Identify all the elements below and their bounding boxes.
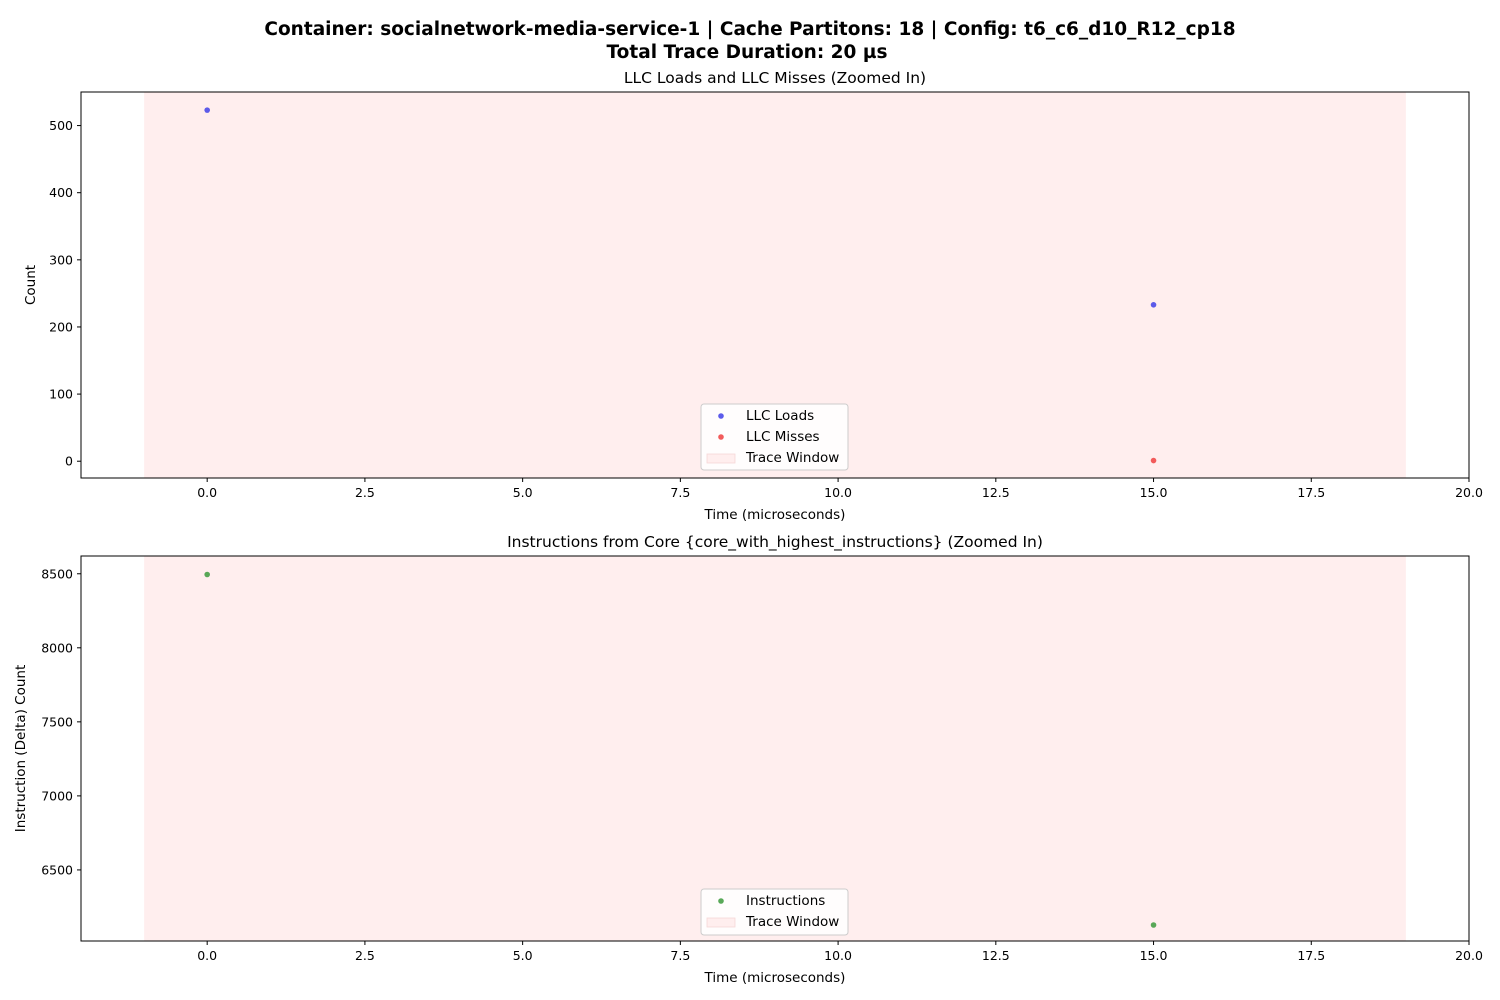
x-tick-label: 7.5 <box>670 485 690 500</box>
llc-misses-point-0 <box>1150 457 1157 464</box>
legend: LLC Loads LLC Misses Trace Window <box>700 403 849 471</box>
trace-window-legend-swatch <box>706 453 736 464</box>
x-tick-label: 12.5 <box>982 948 1010 963</box>
y-tick-label: 100 <box>49 387 73 402</box>
trace-window-legend-label: Trace Window <box>745 450 839 466</box>
y-tick-label: 8000 <box>41 640 73 655</box>
x-tick-label: 10.0 <box>824 485 852 500</box>
legend-box <box>700 888 849 936</box>
instructions-legend-label: Instructions <box>746 893 825 909</box>
y-tick-label: 300 <box>49 252 73 267</box>
llc-misses-legend-marker <box>718 434 724 440</box>
figure-title-line-2: Total Trace Duration: 20 µs <box>607 42 888 63</box>
x-tick-label: 20.0 <box>1455 948 1483 963</box>
axes-frame <box>80 91 1470 479</box>
trace-window-legend-label: Trace Window <box>745 914 839 930</box>
y-axis-label: Instruction (Delta) Count <box>13 665 29 832</box>
llc-misses-legend-label: LLC Misses <box>746 429 820 445</box>
legend-box <box>700 403 849 471</box>
panel-title: Instructions from Core {core_with_highes… <box>507 533 1043 552</box>
x-tick-label: 2.5 <box>355 948 375 963</box>
y-axis-label: Count <box>23 265 39 305</box>
y-tick-label: 8500 <box>41 566 73 581</box>
x-tick-label: 0.0 <box>197 485 217 500</box>
trace-window-legend-swatch <box>706 917 736 928</box>
x-tick-label: 20.0 <box>1455 485 1483 500</box>
llc-loads-point-0 <box>204 107 210 113</box>
x-tick-label: 2.5 <box>355 485 375 500</box>
x-tick-label: 17.5 <box>1297 948 1325 963</box>
x-axis-label: Time (microseconds) <box>704 970 846 986</box>
instructions-point-1 <box>1150 922 1157 928</box>
axes-frame <box>80 555 1470 942</box>
x-axis-label: Time (microseconds) <box>704 507 846 523</box>
y-tick-label: 7000 <box>41 788 73 803</box>
y-tick-label: 0 <box>65 454 73 469</box>
y-tick-label: 400 <box>49 185 73 200</box>
llc-loads-misses-panel: 0.0 2.5 5.0 7.5 10.0 12.5 15.0 17.5 20.0 0 100 200 3… <box>23 69 1483 523</box>
instructions-legend-marker <box>718 898 724 904</box>
x-tick-label: 0.0 <box>197 948 217 963</box>
llc-loads-legend-marker <box>718 413 724 419</box>
instructions-panel: 0.0 2.5 5.0 7.5 10.0 12.5 15.0 17.5 20.0 6500 7000… <box>13 533 1483 986</box>
x-tick-label: 7.5 <box>670 948 690 963</box>
x-tick-label: 12.5 <box>982 485 1010 500</box>
instructions-point-0 <box>204 571 210 578</box>
x-tick-label: 15.0 <box>1140 485 1168 500</box>
panel-title: LLC Loads and LLC Misses (Zoomed In) <box>624 69 926 87</box>
llc-loads-legend-label: LLC Loads <box>746 408 814 424</box>
y-tick-label: 7500 <box>41 714 73 729</box>
figure-title-line-1: Container: socialnetwork-media-service-1… <box>264 19 1235 40</box>
legend: Instructions Trace Window <box>700 888 849 936</box>
y-tick-label: 500 <box>49 118 73 133</box>
x-tick-label: 15.0 <box>1140 948 1168 963</box>
x-tick-label: 5.0 <box>513 948 533 963</box>
x-tick-label: 10.0 <box>824 948 852 963</box>
llc-loads-point-1 <box>1150 302 1157 308</box>
x-tick-label: 5.0 <box>513 485 533 500</box>
x-tick-label: 17.5 <box>1297 485 1325 500</box>
y-tick-label: 200 <box>49 319 73 334</box>
y-tick-label: 6500 <box>41 862 73 877</box>
trace-window-span <box>144 556 1406 941</box>
